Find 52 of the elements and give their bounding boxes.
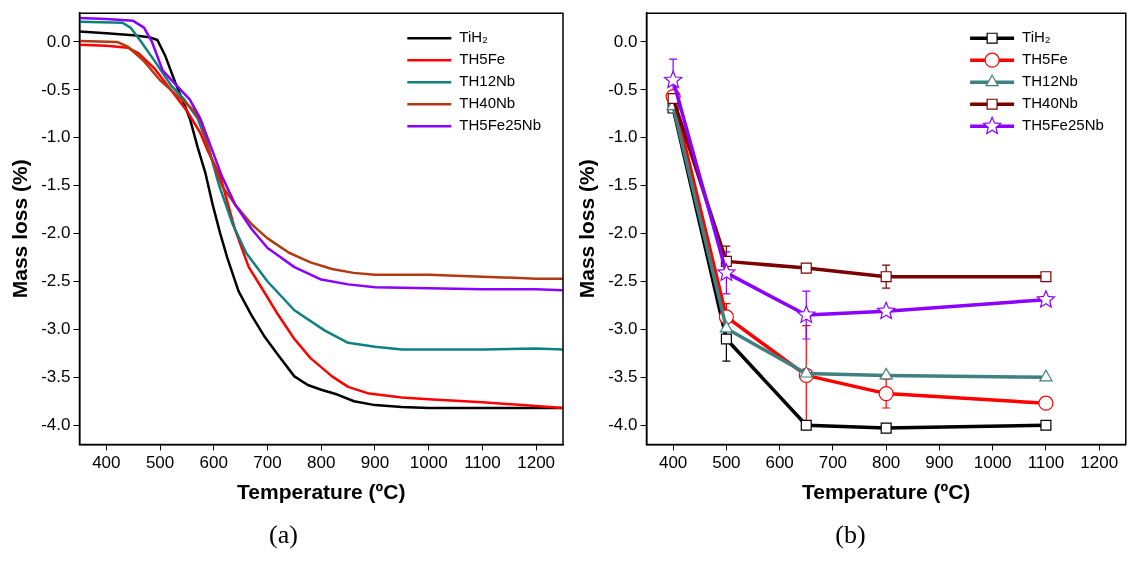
y-tick-label: -3.0 [608,319,638,339]
x-tick-label: 700 [253,453,282,473]
x-tick-label: 400 [92,453,121,473]
legend-label: TiH₂ [459,28,489,46]
x-tick-label: 1200 [517,453,556,473]
x-tick-label: 1200 [1080,453,1119,473]
y-tick-label: -2.5 [608,271,638,291]
x-axis-title: Temperature (ºC) [801,480,971,504]
x-tick-label: 1000 [409,453,448,473]
text: (a) [268,520,299,550]
y-tick-label: -1.0 [608,127,638,147]
legend-label: TiH₂ [1022,28,1051,46]
legend-label: TH12Nb [459,72,516,90]
legend-label: TH5Fe [1022,50,1068,68]
y-tick-label: -2.5 [41,271,71,291]
x-tick-label: 400 [658,453,688,473]
legend-label: TH5Fe [459,50,506,68]
x-tick-label: 500 [145,453,175,473]
y-tick-label: 0.0 [613,31,638,51]
legend-label: TH40Nb [1022,94,1078,112]
x-axis-title: Temperature (ºC) [237,480,406,504]
x-tick-label: 600 [199,453,228,473]
legend-label: TH5Fe25Nb [459,116,541,134]
x-tick-label: 900 [360,453,390,473]
text: (b) [834,520,867,550]
y-axis-title: Mass loss (%) [575,159,599,299]
x-tick-label: 900 [925,453,954,473]
y-tick-label: -0.5 [41,79,71,99]
y-tick-label: -0.5 [608,79,638,99]
y-axis-title: Mass loss (%) [8,159,32,299]
y-tick-label: -2.0 [41,223,71,243]
y-tick-label: -3.0 [41,319,71,339]
x-tick-label: 600 [765,453,794,473]
y-tick-label: -1.5 [608,175,638,195]
x-tick-label: 1100 [1027,453,1065,473]
x-tick-label: 800 [871,453,901,473]
legend-label: TH40Nb [459,94,516,112]
legend-label: TH12Nb [1022,72,1078,90]
x-tick-label: 500 [712,453,741,473]
y-tick-label: -1.0 [41,127,71,147]
x-tick-label: 700 [818,453,848,473]
y-tick-label: -3.5 [41,367,71,387]
x-tick-label: 1000 [973,453,1012,473]
y-tick-label: -1.5 [41,175,71,195]
x-tick-label: 1100 [464,453,501,473]
legend-label: TH5Fe25Nb [1022,116,1104,134]
y-tick-label: 0.0 [46,31,71,51]
y-tick-label: -2.0 [608,223,638,243]
y-tick-label: -4.0 [608,414,638,434]
y-tick-label: -3.5 [608,367,638,387]
x-tick-label: 800 [307,453,336,473]
y-tick-label: -4.0 [41,414,71,434]
